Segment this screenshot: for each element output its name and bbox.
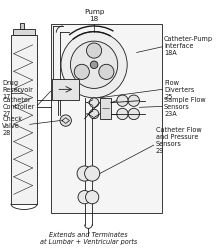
Circle shape (74, 64, 89, 80)
Circle shape (87, 43, 102, 58)
Circle shape (128, 95, 139, 106)
Circle shape (89, 109, 99, 119)
Text: Drug
Reservoir
17: Drug Reservoir 17 (2, 80, 33, 100)
Circle shape (117, 108, 128, 120)
Text: Check
Valve
28: Check Valve 28 (2, 116, 23, 136)
Bar (20, 23, 24, 29)
Text: Catheter-Pump
Interface
18A: Catheter-Pump Interface 18A (164, 36, 213, 56)
Text: Sample Flow
Sensors
23A: Sample Flow Sensors 23A (164, 97, 206, 117)
Circle shape (90, 61, 98, 68)
Circle shape (61, 32, 127, 98)
Text: Pump
18: Pump 18 (84, 9, 104, 22)
Circle shape (89, 98, 99, 107)
Circle shape (85, 166, 100, 181)
Text: Catheter Flow
and Pressure
Sensors
29: Catheter Flow and Pressure Sensors 29 (156, 127, 201, 154)
Bar (11, 36, 37, 204)
Bar (51, 24, 162, 213)
Text: Catheter
Controller
27: Catheter Controller 27 (2, 97, 35, 117)
Circle shape (117, 95, 128, 106)
Bar (52, 79, 79, 100)
Circle shape (86, 190, 99, 204)
Circle shape (99, 64, 114, 80)
Circle shape (70, 41, 118, 88)
Circle shape (60, 115, 71, 126)
Bar (100, 98, 111, 119)
Bar (13, 29, 35, 35)
Circle shape (128, 108, 139, 120)
Circle shape (78, 190, 91, 204)
Circle shape (77, 166, 92, 181)
Text: Flow
Diverters
25: Flow Diverters 25 (164, 80, 194, 100)
Text: Extends and Terminates
at Lumbar + Ventricular ports: Extends and Terminates at Lumbar + Ventr… (40, 232, 137, 245)
